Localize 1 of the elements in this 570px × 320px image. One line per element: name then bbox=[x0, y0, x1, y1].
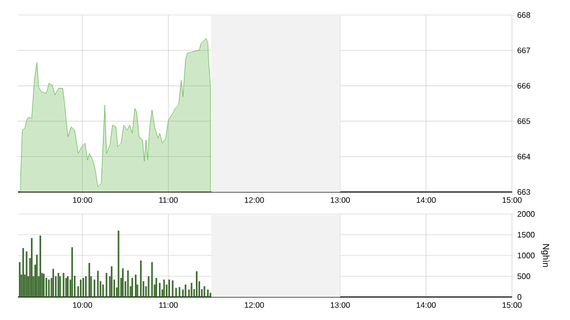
y-axis-title: Nghìn bbox=[541, 244, 550, 267]
